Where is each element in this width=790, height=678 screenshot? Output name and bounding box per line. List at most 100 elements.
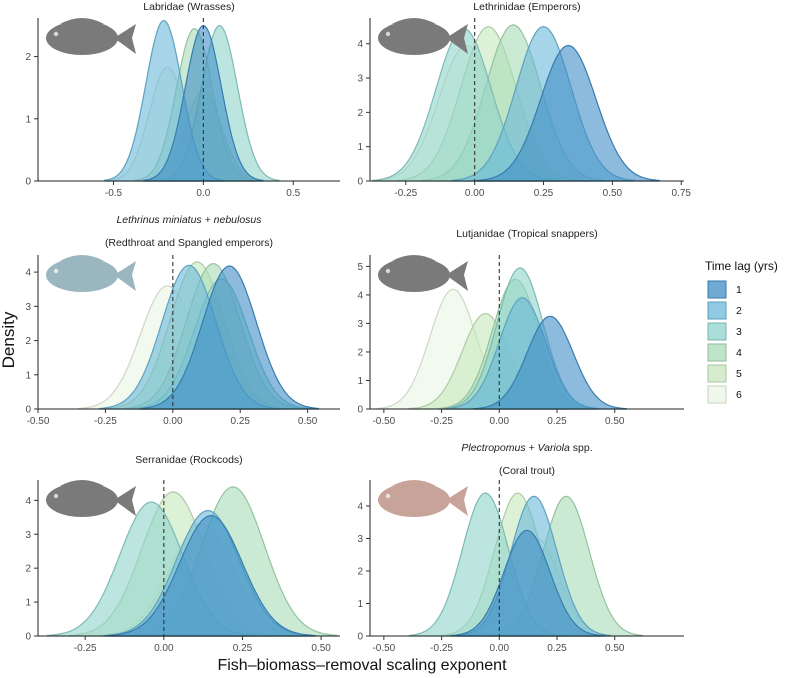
facet-panel: Serranidae (Rockcods) 0 1 2 3 4 -0.25 0.00 0.25 0… bbox=[25, 454, 340, 654]
y-tick-label: 4 bbox=[357, 39, 363, 50]
legend-swatch-lag-6 bbox=[707, 385, 727, 404]
y-tick-label: 2 bbox=[25, 336, 31, 347]
y-tick-label: 4 bbox=[25, 268, 31, 279]
panel-title: Plectropomus + Variola spp. bbox=[461, 442, 592, 454]
y-axis-label: Density bbox=[0, 311, 18, 368]
x-tick-label: -0.50 bbox=[27, 416, 50, 427]
y-tick-label: 0 bbox=[357, 405, 363, 416]
y-tick-label: 1 bbox=[357, 599, 363, 610]
y-tick-label: 0 bbox=[25, 177, 31, 188]
panel-title: Lethrinidae (Emperors) bbox=[473, 1, 580, 13]
snapper-silhouette-icon bbox=[378, 255, 468, 292]
x-tick-label: 0.00 bbox=[154, 643, 174, 654]
x-tick-label: -0.25 bbox=[430, 643, 453, 654]
legend-swatch-lag-5 bbox=[707, 364, 727, 383]
y-tick-label: 2 bbox=[25, 52, 31, 63]
y-tick-label: 2 bbox=[357, 108, 363, 119]
x-tick-label: -0.5 bbox=[105, 188, 123, 199]
x-tick-label: -0.25 bbox=[94, 416, 117, 427]
y-tick-label: 3 bbox=[357, 319, 363, 330]
y-tick-label: 3 bbox=[25, 530, 31, 541]
legend: Time lag (yrs) 1 2 3 4 5 6 bbox=[705, 259, 778, 404]
x-tick-label: 0.25 bbox=[230, 416, 250, 427]
legend-swatch-lag-4 bbox=[707, 343, 727, 362]
panel-subtitle: (Redthroat and Spangled emperors) bbox=[105, 237, 273, 249]
density-area-lag-1 bbox=[106, 514, 316, 637]
y-tick-label: 2 bbox=[357, 567, 363, 578]
wrasse-silhouette-icon bbox=[46, 18, 136, 55]
panel-title-plain: spp. bbox=[570, 442, 593, 454]
x-tick-label: 0.50 bbox=[605, 416, 625, 427]
y-tick-label: 2 bbox=[25, 564, 31, 575]
x-tick-label: -0.50 bbox=[372, 643, 395, 654]
y-tick-label: 4 bbox=[25, 496, 31, 507]
panel-subtitle: (Coral trout) bbox=[499, 465, 555, 477]
legend-swatch-lag-2 bbox=[707, 301, 727, 320]
panel-title: Labridae (Wrasses) bbox=[143, 1, 234, 13]
x-tick-label: 0.00 bbox=[490, 643, 510, 654]
x-tick-label: 0.75 bbox=[672, 188, 692, 199]
y-tick-label: 4 bbox=[357, 290, 363, 301]
y-tick-label: 0 bbox=[25, 632, 31, 643]
panel-title: Lethrinus miniatus + nebulosus bbox=[116, 214, 262, 226]
legend-label: 2 bbox=[736, 305, 742, 317]
x-tick-label: 0.5 bbox=[286, 188, 300, 199]
y-tick-label: 3 bbox=[357, 74, 363, 85]
legend-label: 5 bbox=[736, 368, 742, 380]
x-tick-label: 0.25 bbox=[547, 643, 567, 654]
y-tick-label: 1 bbox=[25, 598, 31, 609]
facet-panel: Lethrinidae (Emperors) 0 1 2 3 4 -0.25 0.00 0.25… bbox=[357, 1, 691, 199]
facet-panel: Labridae (Wrasses) 0 1 2 -0.5 0.0 0.5 bbox=[25, 1, 340, 199]
y-tick-label: 0 bbox=[25, 405, 31, 416]
facet-panel: Lethrinus miniatus + nebulosus (Redthroat… bbox=[25, 214, 340, 427]
panel-title-italic: Plectropomus + Variola bbox=[461, 442, 570, 454]
y-tick-label: 2 bbox=[357, 347, 363, 358]
x-tick-label: 0.25 bbox=[233, 643, 253, 654]
y-tick-label: 5 bbox=[357, 262, 363, 273]
x-tick-label: 0.00 bbox=[465, 188, 485, 199]
y-tick-label: 1 bbox=[25, 114, 31, 125]
legend-label: 6 bbox=[736, 389, 742, 401]
legend-label: 4 bbox=[736, 347, 742, 359]
x-tick-label: -0.25 bbox=[394, 188, 417, 199]
x-tick-label: 0.50 bbox=[603, 188, 623, 199]
x-tick-label: -0.25 bbox=[430, 416, 453, 427]
redthroat-emperor-photo-icon bbox=[46, 255, 136, 292]
legend-title: Time lag (yrs) bbox=[705, 259, 778, 273]
x-tick-label: 0.50 bbox=[311, 643, 331, 654]
legend-label: 1 bbox=[736, 284, 742, 296]
x-tick-label: 0.50 bbox=[605, 643, 625, 654]
x-tick-label: 0.0 bbox=[196, 188, 210, 199]
x-axis-label: Fish–biomass–removal scaling exponent bbox=[217, 657, 507, 674]
y-tick-label: 1 bbox=[357, 376, 363, 387]
density-area-lag-1 bbox=[473, 315, 627, 410]
legend-swatch-lag-3 bbox=[707, 322, 727, 341]
y-tick-label: 1 bbox=[357, 142, 363, 153]
x-tick-label: -0.25 bbox=[74, 643, 97, 654]
y-tick-label: 4 bbox=[357, 502, 363, 513]
facet-panel: Lutjanidae (Tropical snappers) 0 1 2 3 4 5 -0.5… bbox=[357, 228, 684, 427]
y-tick-label: 1 bbox=[25, 370, 31, 381]
y-tick-label: 0 bbox=[357, 632, 363, 643]
legend-label: 3 bbox=[736, 326, 742, 338]
legend-swatch-lag-1 bbox=[707, 280, 727, 299]
x-tick-label: 0.00 bbox=[490, 416, 510, 427]
panel-title: Lutjanidae (Tropical snappers) bbox=[456, 228, 597, 240]
density-area-lag-1 bbox=[139, 265, 319, 410]
panel-title: Serranidae (Rockcods) bbox=[135, 454, 242, 466]
rockcod-silhouette-icon bbox=[46, 480, 136, 517]
density-area-lag-1 bbox=[476, 44, 660, 182]
panel-title-italic: Lethrinus miniatus + nebulosus bbox=[116, 214, 262, 226]
coral-trout-photo-icon bbox=[378, 480, 468, 517]
x-tick-label: 0.25 bbox=[547, 416, 567, 427]
emperor-silhouette-icon bbox=[378, 18, 468, 55]
x-tick-label: -0.50 bbox=[372, 416, 395, 427]
facet-panel: Plectropomus + Variola spp. (Coral trout)… bbox=[357, 442, 684, 654]
y-tick-label: 3 bbox=[25, 302, 31, 313]
y-tick-label: 0 bbox=[357, 177, 363, 188]
density-area-lag-1 bbox=[450, 529, 604, 637]
x-tick-label: 0.00 bbox=[163, 416, 183, 427]
x-tick-label: 0.50 bbox=[298, 416, 318, 427]
facet-panels: Labridae (Wrasses) 0 1 2 -0.5 0.0 0.5 Lethrinid… bbox=[25, 1, 691, 654]
